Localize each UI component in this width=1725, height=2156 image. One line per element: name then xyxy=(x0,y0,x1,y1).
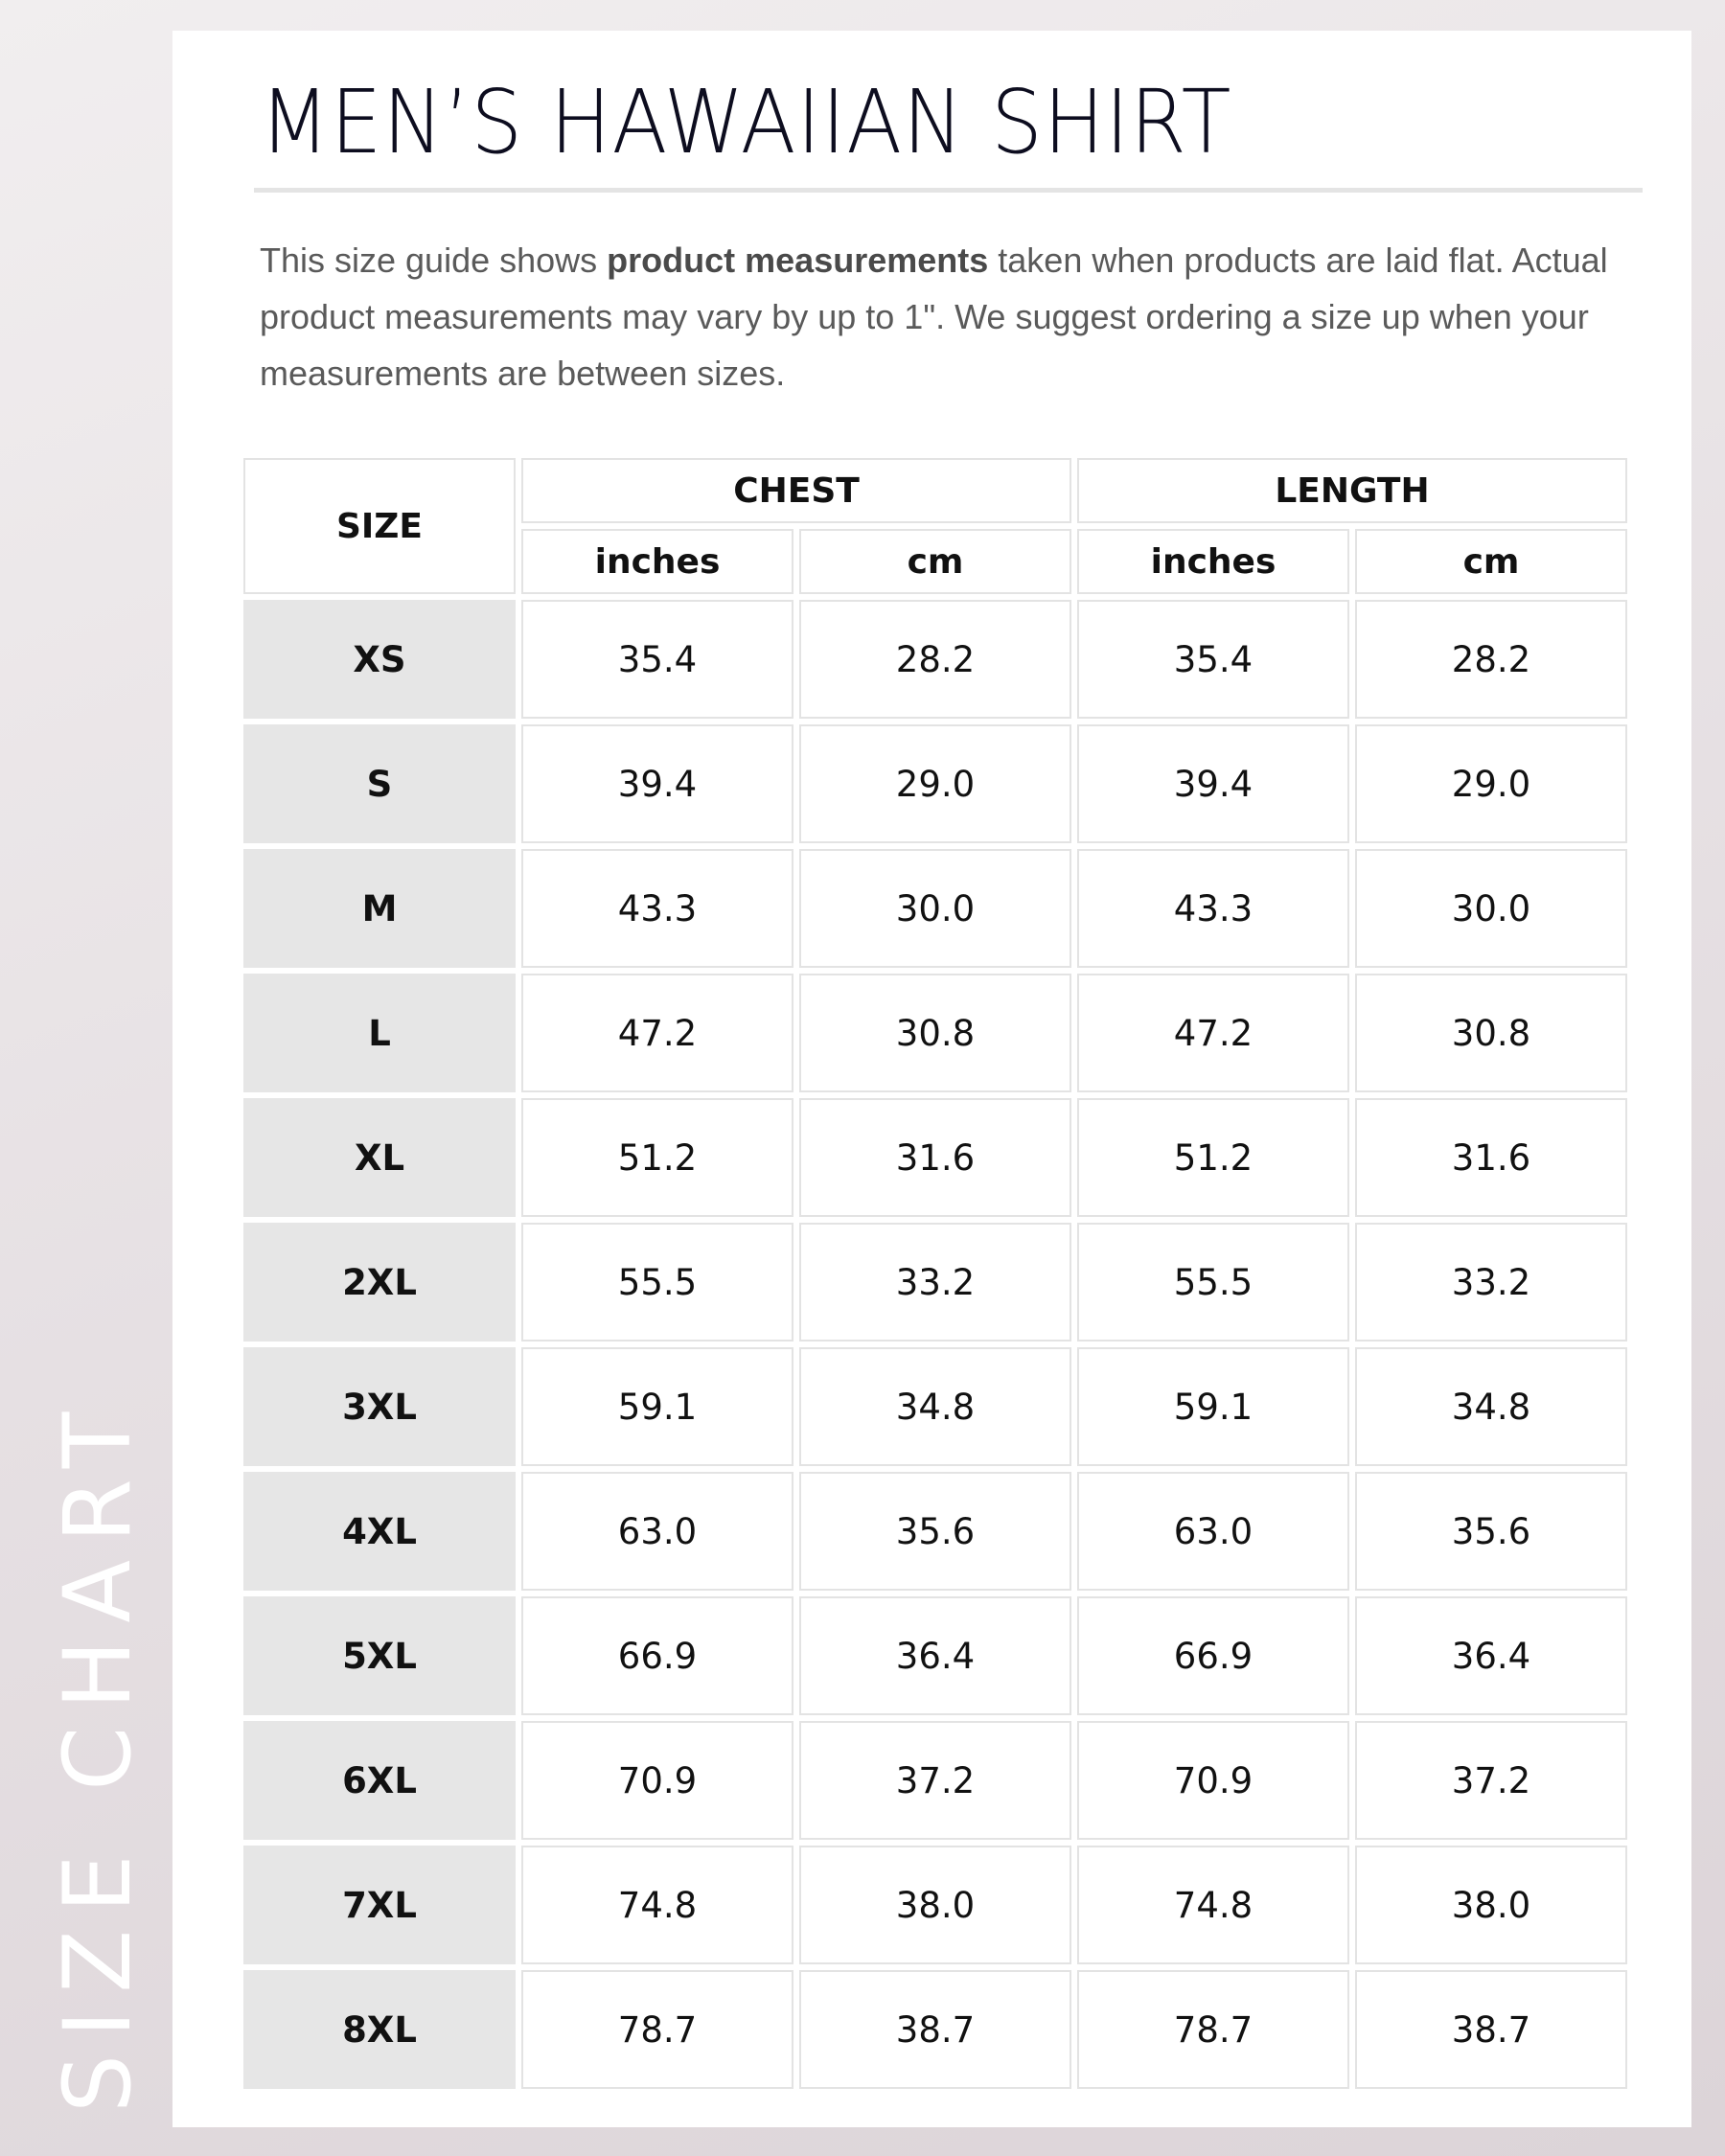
size-cell: 6XL xyxy=(243,1721,516,1840)
size-cell: 4XL xyxy=(243,1472,516,1591)
table-row: XL 51.2 31.6 51.2 31.6 xyxy=(243,1098,1627,1217)
size-cell: M xyxy=(243,849,516,968)
table-row: 5XL 66.9 36.4 66.9 36.4 xyxy=(243,1596,1627,1715)
table-row: S 39.4 29.0 39.4 29.0 xyxy=(243,724,1627,843)
table-row: 8XL 78.7 38.7 78.7 38.7 xyxy=(243,1970,1627,2089)
unit-header: inches xyxy=(1077,529,1349,594)
value-cell: 35.6 xyxy=(1355,1472,1627,1591)
table-row: 2XL 55.5 33.2 55.5 33.2 xyxy=(243,1223,1627,1342)
value-cell: 38.7 xyxy=(799,1970,1071,2089)
table-row: XS 35.4 28.2 35.4 28.2 xyxy=(243,600,1627,719)
size-cell: S xyxy=(243,724,516,843)
value-cell: 34.8 xyxy=(799,1347,1071,1466)
table-row: 3XL 59.1 34.8 59.1 34.8 xyxy=(243,1347,1627,1466)
side-label: SIZE CHART xyxy=(44,1394,151,2113)
size-cell: L xyxy=(243,974,516,1092)
value-cell: 33.2 xyxy=(1355,1223,1627,1342)
size-cell: 8XL xyxy=(243,1970,516,2089)
size-cell: XL xyxy=(243,1098,516,1217)
value-cell: 39.4 xyxy=(521,724,794,843)
value-cell: 55.5 xyxy=(521,1223,794,1342)
chest-header: CHEST xyxy=(521,458,1071,523)
table-row: L 47.2 30.8 47.2 30.8 xyxy=(243,974,1627,1092)
value-cell: 31.6 xyxy=(1355,1098,1627,1217)
value-cell: 38.7 xyxy=(1355,1970,1627,2089)
size-cell: XS xyxy=(243,600,516,719)
size-cell: 2XL xyxy=(243,1223,516,1342)
intro-text: This size guide shows product measuremen… xyxy=(260,232,1659,401)
value-cell: 74.8 xyxy=(521,1846,794,1964)
value-cell: 47.2 xyxy=(521,974,794,1092)
value-cell: 28.2 xyxy=(1355,600,1627,719)
length-header: LENGTH xyxy=(1077,458,1627,523)
table-row: M 43.3 30.0 43.3 30.0 xyxy=(243,849,1627,968)
value-cell: 28.2 xyxy=(799,600,1071,719)
unit-header: inches xyxy=(521,529,794,594)
value-cell: 78.7 xyxy=(521,1970,794,2089)
intro-post: taken when products are laid flat. Actua… xyxy=(260,241,1608,393)
value-cell: 38.0 xyxy=(1355,1846,1627,1964)
size-cell: 5XL xyxy=(243,1596,516,1715)
size-cell: 3XL xyxy=(243,1347,516,1466)
value-cell: 37.2 xyxy=(799,1721,1071,1840)
value-cell: 31.6 xyxy=(799,1098,1071,1217)
value-cell: 63.0 xyxy=(521,1472,794,1591)
value-cell: 51.2 xyxy=(1077,1098,1349,1217)
value-cell: 55.5 xyxy=(1077,1223,1349,1342)
value-cell: 47.2 xyxy=(1077,974,1349,1092)
value-cell: 30.0 xyxy=(799,849,1071,968)
value-cell: 37.2 xyxy=(1355,1721,1627,1840)
intro-bold: product measurements xyxy=(607,241,989,280)
value-cell: 43.3 xyxy=(1077,849,1349,968)
value-cell: 30.8 xyxy=(799,974,1071,1092)
value-cell: 74.8 xyxy=(1077,1846,1349,1964)
value-cell: 38.0 xyxy=(799,1846,1071,1964)
divider xyxy=(254,188,1643,193)
value-cell: 66.9 xyxy=(1077,1596,1349,1715)
table-row: 7XL 74.8 38.0 74.8 38.0 xyxy=(243,1846,1627,1964)
value-cell: 29.0 xyxy=(799,724,1071,843)
value-cell: 33.2 xyxy=(799,1223,1071,1342)
value-cell: 29.0 xyxy=(1355,724,1627,843)
size-cell: 7XL xyxy=(243,1846,516,1964)
table-row: 6XL 70.9 37.2 70.9 37.2 xyxy=(243,1721,1627,1840)
value-cell: 51.2 xyxy=(521,1098,794,1217)
unit-header: cm xyxy=(799,529,1071,594)
value-cell: 35.4 xyxy=(521,600,794,719)
value-cell: 36.4 xyxy=(1355,1596,1627,1715)
value-cell: 30.8 xyxy=(1355,974,1627,1092)
value-cell: 39.4 xyxy=(1077,724,1349,843)
value-cell: 35.4 xyxy=(1077,600,1349,719)
value-cell: 34.8 xyxy=(1355,1347,1627,1466)
value-cell: 35.6 xyxy=(799,1472,1071,1591)
unit-header: cm xyxy=(1355,529,1627,594)
value-cell: 78.7 xyxy=(1077,1970,1349,2089)
value-cell: 59.1 xyxy=(1077,1347,1349,1466)
value-cell: 36.4 xyxy=(799,1596,1071,1715)
intro-pre: This size guide shows xyxy=(260,241,608,280)
size-table: SIZE CHEST LENGTH inches cm inches cm XS… xyxy=(238,452,1633,2095)
value-cell: 70.9 xyxy=(1077,1721,1349,1840)
value-cell: 63.0 xyxy=(1077,1472,1349,1591)
page-title: MEN’S HAWAIIAN SHIRT xyxy=(260,71,1232,173)
value-cell: 59.1 xyxy=(521,1347,794,1466)
value-cell: 66.9 xyxy=(521,1596,794,1715)
value-cell: 43.3 xyxy=(521,849,794,968)
value-cell: 30.0 xyxy=(1355,849,1627,968)
size-header: SIZE xyxy=(243,458,516,594)
table-row: 4XL 63.0 35.6 63.0 35.6 xyxy=(243,1472,1627,1591)
size-chart-card: MEN’S HAWAIIAN SHIRT This size guide sho… xyxy=(172,31,1691,2127)
value-cell: 70.9 xyxy=(521,1721,794,1840)
